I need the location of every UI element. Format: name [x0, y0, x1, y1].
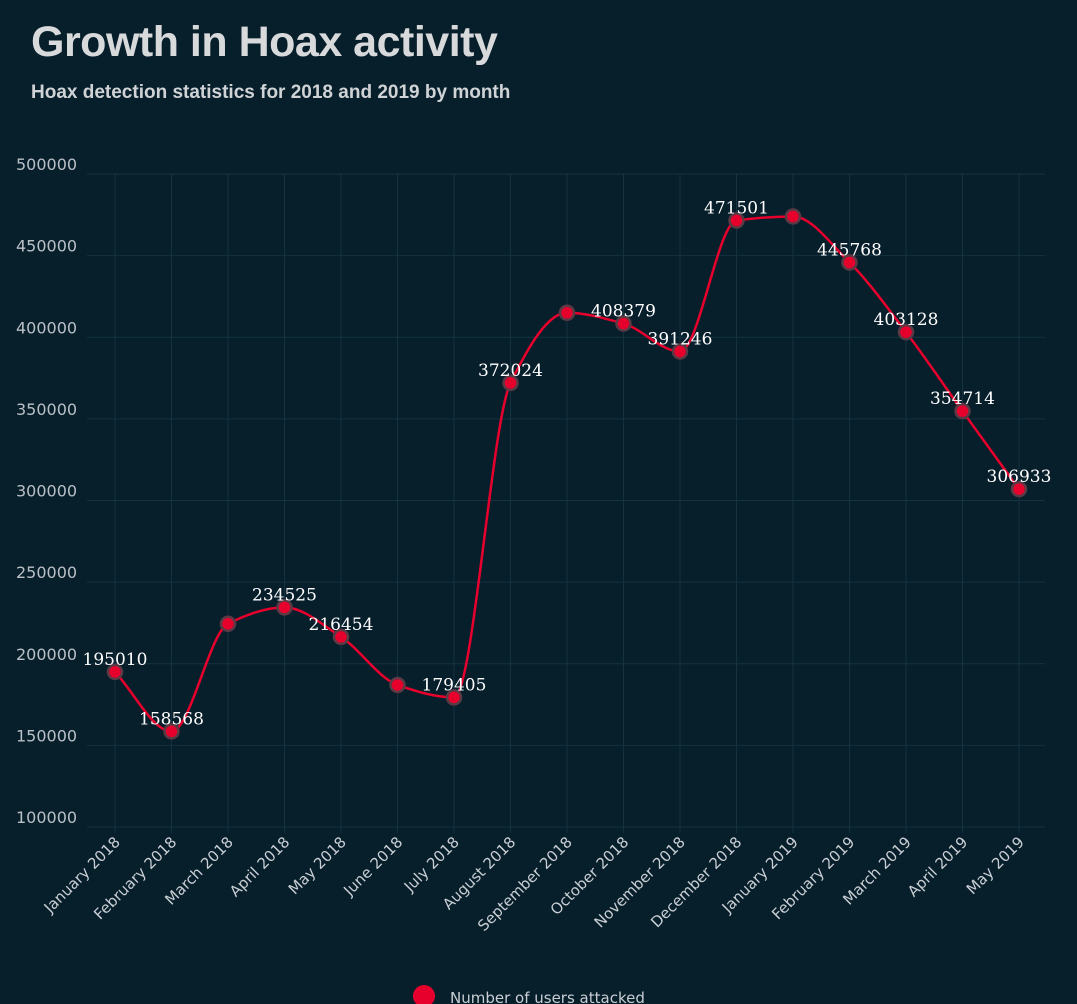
x-tick-label: June 2018: [339, 833, 406, 900]
data-point: [276, 599, 293, 616]
data-point: [332, 628, 350, 646]
x-tick-label: April 2019: [904, 833, 971, 900]
data-point: [445, 689, 463, 706]
data-point: [671, 343, 689, 360]
data-point: [784, 208, 802, 225]
data-label: 234525: [252, 585, 317, 605]
data-label: 158568: [139, 709, 204, 729]
data-label: 179405: [422, 675, 487, 695]
data-label: 403128: [874, 310, 939, 330]
data-point: [728, 212, 745, 229]
data-point: [219, 615, 237, 633]
data-label: 354714: [930, 389, 995, 409]
y-tick-label: 200000: [16, 645, 77, 664]
legend-label: Number of users attacked: [450, 989, 645, 1004]
data-label: 471501: [704, 199, 769, 219]
data-point: [389, 676, 406, 694]
x-tick-label: May 2018: [285, 833, 350, 898]
data-label: 306933: [987, 467, 1052, 487]
y-tick-label: 350000: [16, 400, 77, 419]
x-tick-label: April 2018: [226, 833, 293, 900]
y-tick-label: 250000: [16, 563, 77, 582]
chart-subtitle: Hoax detection statistics for 2018 and 2…: [31, 82, 511, 103]
data-point: [1010, 480, 1028, 498]
y-tick-label: 150000: [16, 726, 77, 745]
y-tick-label: 400000: [16, 318, 77, 337]
data-label: 408379: [591, 302, 656, 322]
data-point: [106, 663, 124, 681]
data-point: [841, 254, 858, 271]
x-tick-label: September 2018: [474, 833, 576, 935]
data-label: 391246: [648, 330, 713, 350]
data-point: [954, 402, 971, 420]
data-label: 372024: [478, 361, 543, 381]
chart-title: Growth in Hoax activity: [31, 18, 498, 66]
y-tick-label: 450000: [16, 237, 77, 256]
data-point: [558, 304, 576, 322]
x-tick-label: May 2019: [963, 833, 1028, 898]
y-tick-label: 500000: [16, 155, 77, 174]
data-point: [615, 315, 632, 332]
series-line: [114, 215, 1021, 733]
data-point: [163, 723, 180, 740]
data-point: [502, 374, 519, 392]
data-label: 216454: [309, 615, 374, 635]
data-label: 195010: [83, 650, 148, 670]
data-point: [897, 323, 915, 341]
y-tick-label: 100000: [16, 808, 77, 827]
y-tick-label: 300000: [16, 482, 77, 501]
legend-marker: [413, 985, 435, 1004]
data-label: 445768: [817, 241, 882, 261]
